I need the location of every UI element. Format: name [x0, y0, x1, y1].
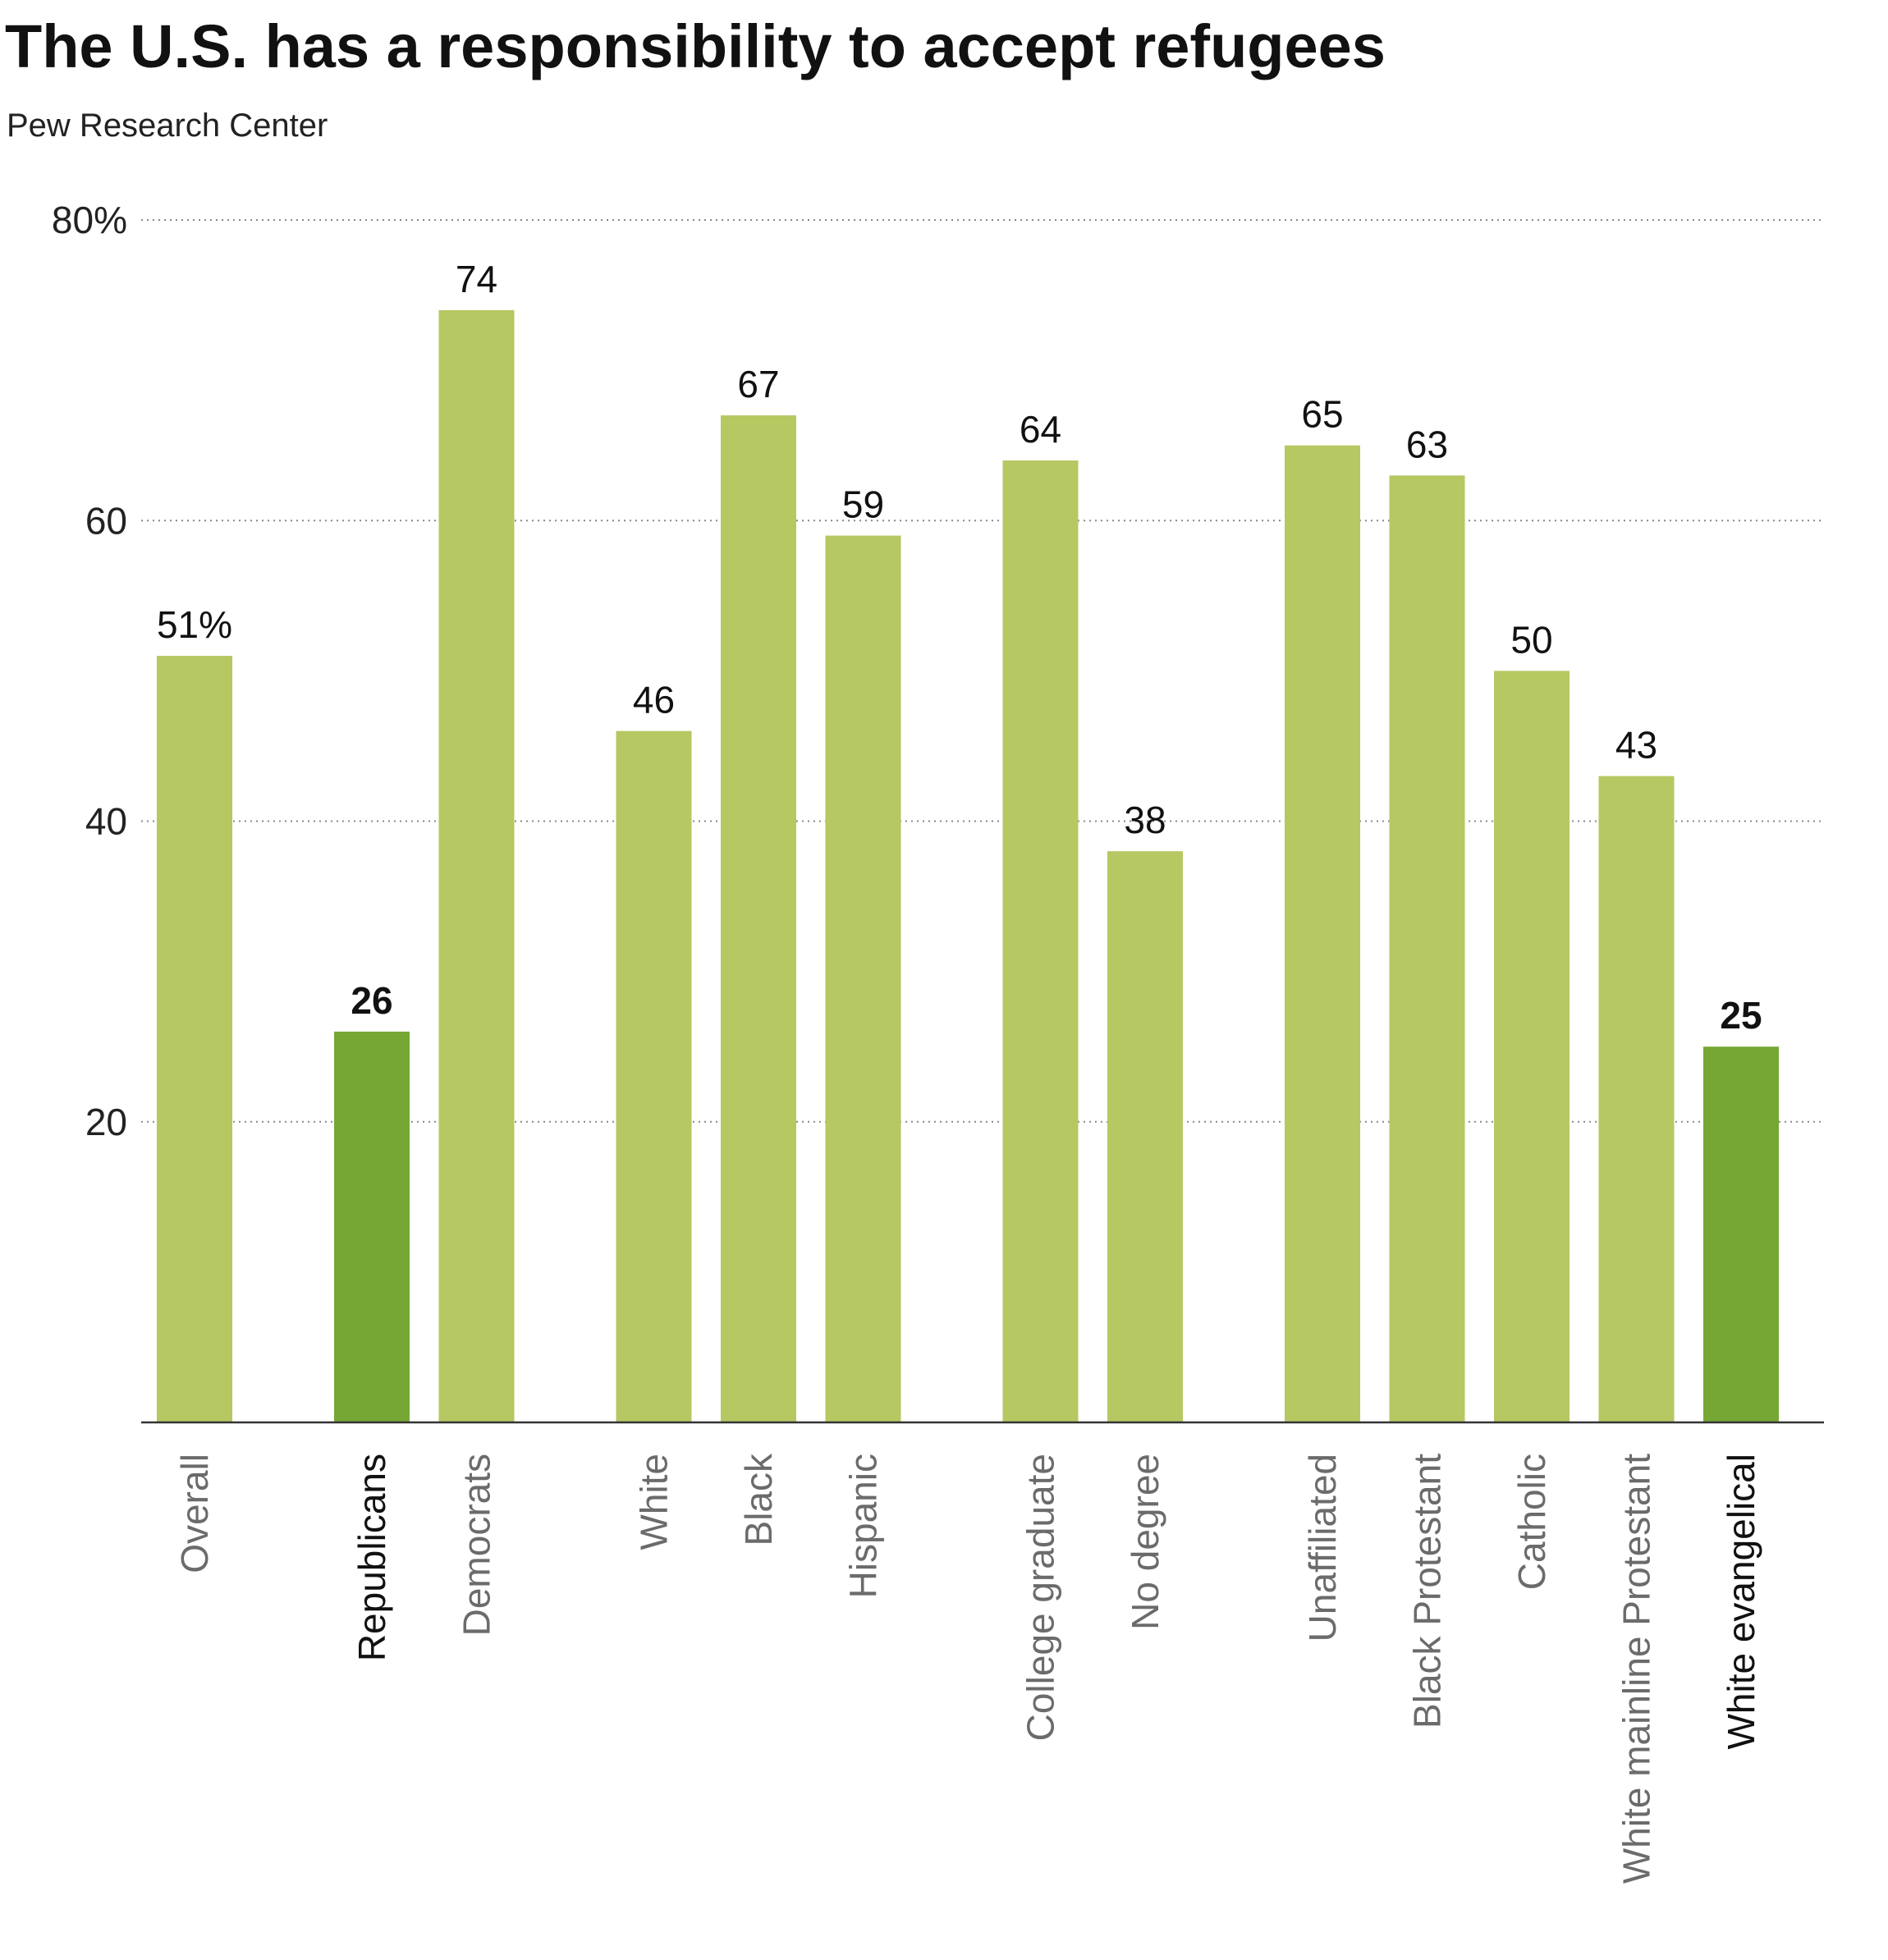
bar-no-degree [1107, 851, 1183, 1422]
value-label-hispanic: 59 [842, 483, 884, 526]
bar-white-evangelical [1703, 1046, 1779, 1422]
y-axis-ticks: 20 40 60 80% [52, 199, 127, 1143]
bar-hispanic [825, 535, 901, 1422]
chart-subtitle: Pew Research Center [7, 108, 328, 144]
category-label-catholic: Catholic [1510, 1454, 1553, 1590]
bar-black [721, 415, 796, 1422]
y-tick-label: 20 [85, 1101, 127, 1143]
value-label-democrats: 74 [456, 258, 497, 300]
value-label-white-mainline-protestant: 43 [1615, 724, 1657, 767]
bar-college-graduate [1002, 460, 1079, 1422]
gridlines [141, 219, 1824, 1123]
category-labels: Overall Republicans Democrats White Black His… [173, 1453, 1762, 1884]
category-label-republicans: Republicans [351, 1454, 393, 1661]
value-label-black-protestant: 63 [1406, 423, 1448, 465]
value-label-catholic: 50 [1510, 618, 1552, 661]
bar-republicans [334, 1031, 410, 1422]
value-label-white-evangelical: 25 [1720, 994, 1762, 1037]
category-label-white-evangelical: White evangelical [1720, 1454, 1762, 1750]
chart-title: The U.S. has a responsibility to accept … [5, 12, 1386, 80]
value-label-no-degree: 38 [1124, 799, 1166, 841]
category-label-white: White [633, 1454, 676, 1550]
value-label-overall: 51% [157, 603, 232, 646]
bar-democrats [438, 309, 515, 1422]
value-label-college-graduate: 64 [1020, 408, 1061, 451]
value-label-black: 67 [737, 363, 779, 405]
y-tick-label: 80% [52, 199, 127, 241]
y-tick-label: 60 [85, 499, 127, 542]
bar-catholic [1494, 671, 1570, 1422]
category-label-democrats: Democrats [456, 1454, 498, 1636]
bar-unaffiliated [1285, 445, 1360, 1422]
category-label-hispanic: Hispanic [842, 1454, 885, 1598]
category-label-black: Black [737, 1453, 780, 1546]
bar-white-mainline-protestant [1598, 776, 1675, 1422]
category-label-overall: Overall [173, 1454, 216, 1573]
category-label-unaffiliated: Unaffiliated [1301, 1454, 1344, 1642]
category-label-black-protestant: Black Protestant [1406, 1454, 1449, 1729]
bar-white [616, 730, 692, 1422]
value-labels: 51% 26 74 46 67 59 64 38 65 63 50 43 25 [157, 258, 1762, 1037]
value-label-white: 46 [633, 679, 675, 721]
bars [157, 309, 1779, 1422]
bar-black-protestant [1389, 475, 1465, 1422]
category-label-college-graduate: College graduate [1020, 1454, 1062, 1741]
value-label-republicans: 26 [351, 979, 392, 1022]
category-label-no-degree: No degree [1124, 1454, 1166, 1630]
value-label-unaffiliated: 65 [1301, 393, 1343, 436]
bar-overall [157, 656, 232, 1422]
y-tick-label: 40 [85, 800, 127, 843]
category-label-white-mainline-protestant: White mainline Protestant [1615, 1454, 1658, 1884]
